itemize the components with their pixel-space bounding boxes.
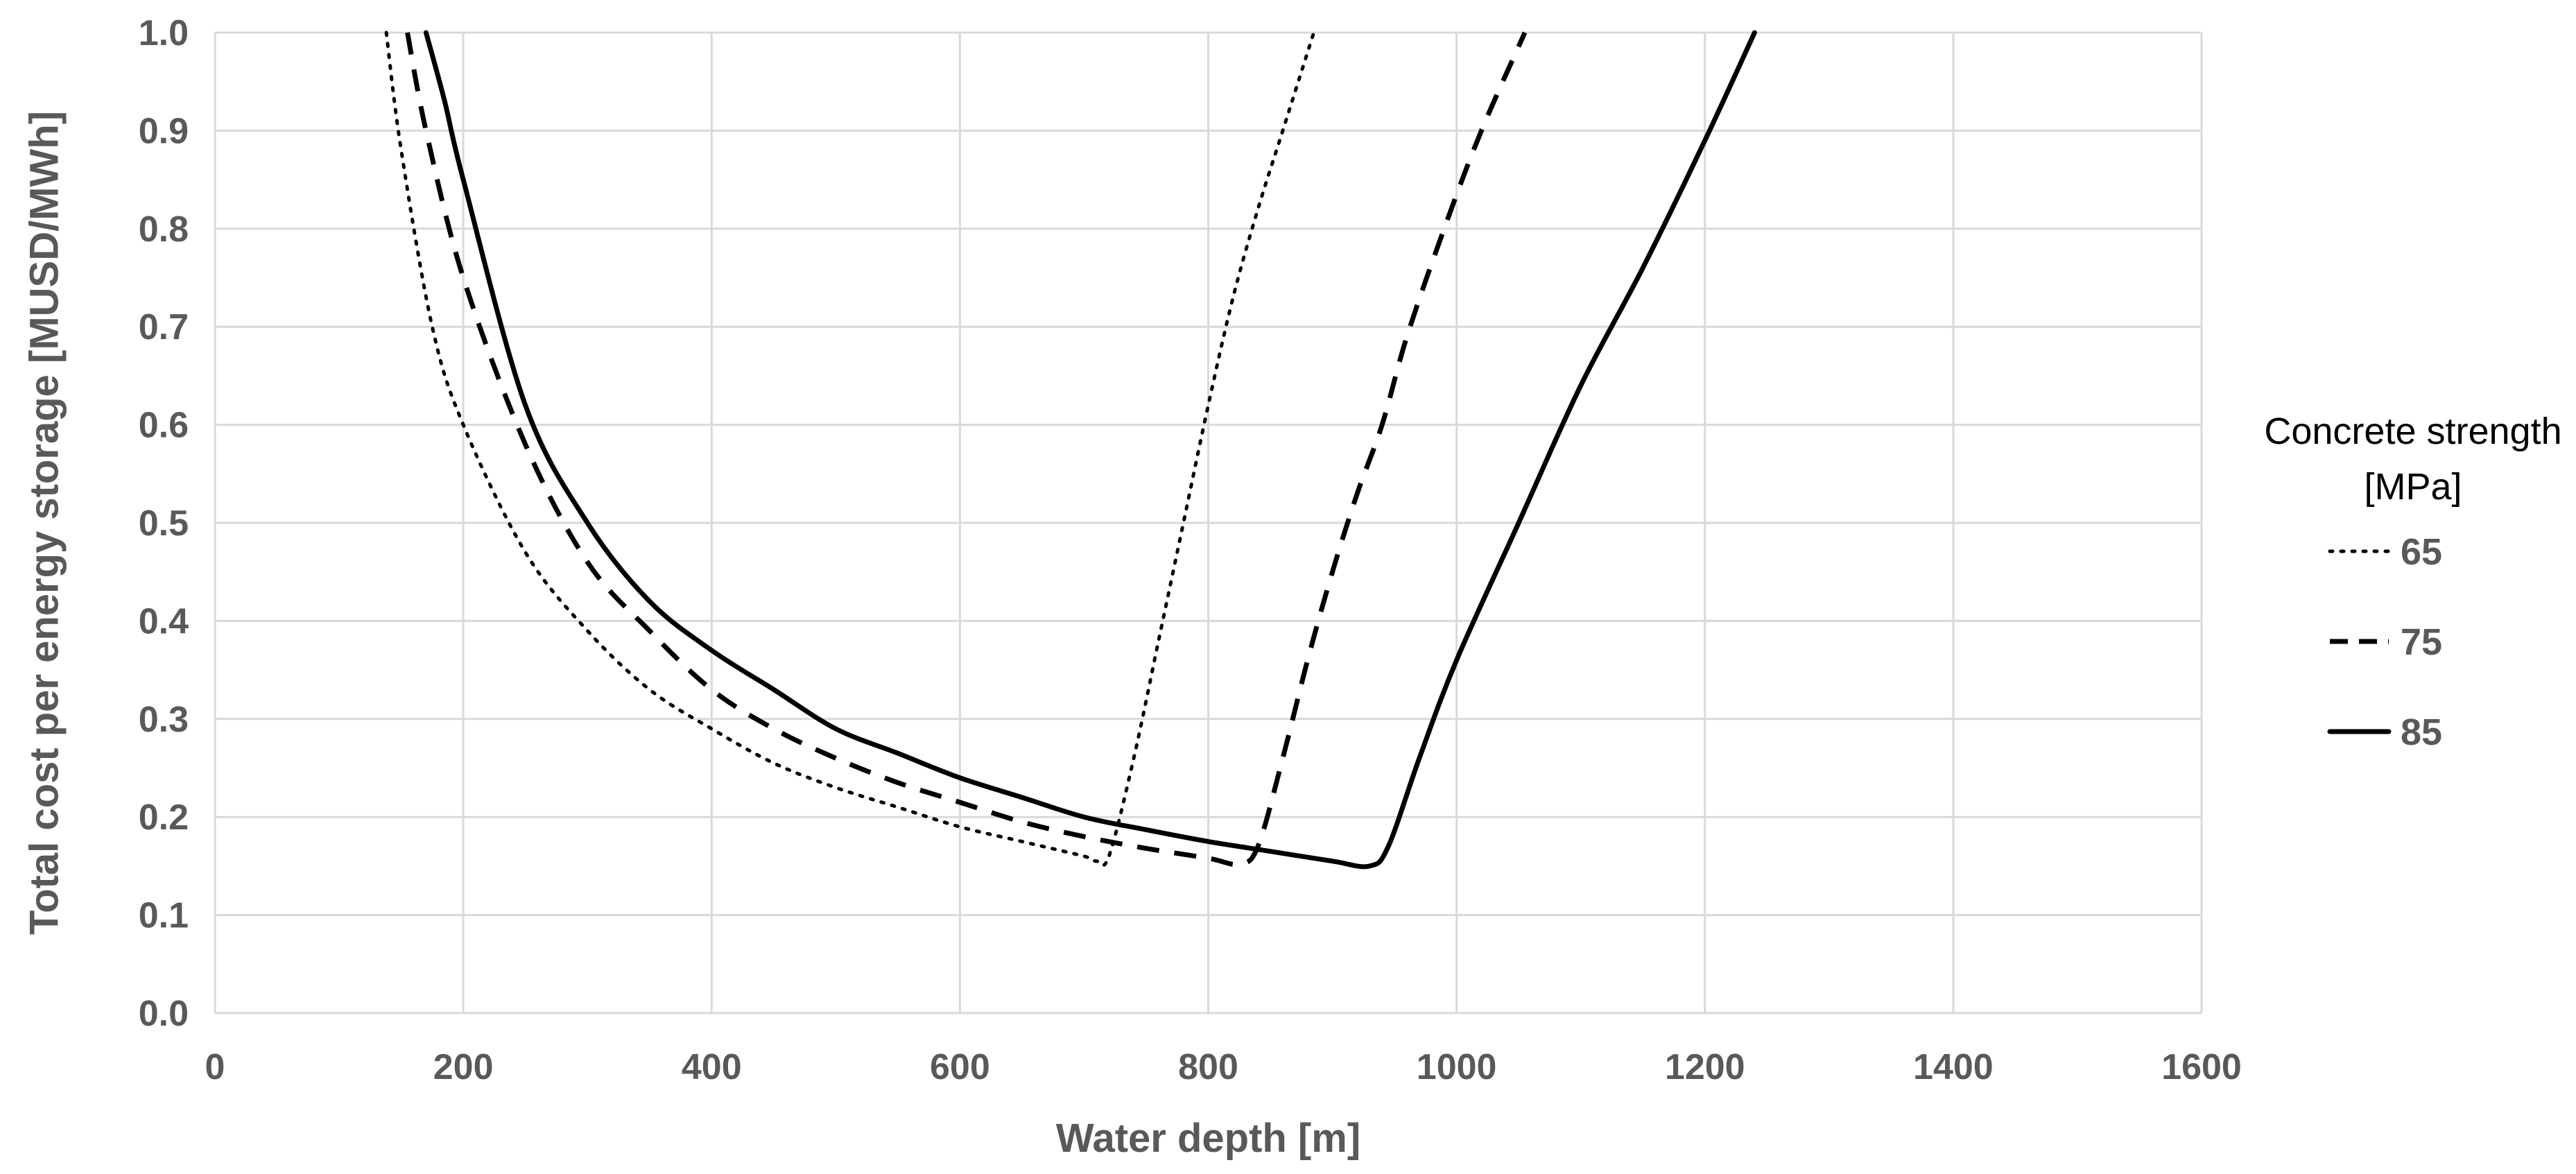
y-tick-label: 0.4: [139, 601, 189, 641]
y-tick-label: 0.3: [139, 700, 189, 740]
x-tick-label: 1600: [2161, 1047, 2242, 1087]
legend-label-75: 75: [2401, 621, 2442, 663]
x-tick-label: 400: [682, 1047, 742, 1087]
y-tick-label: 0.0: [139, 994, 189, 1034]
legend-title-line2: [MPa]: [2364, 466, 2462, 508]
axes: [214, 33, 2202, 1015]
y-tick-label: 0.5: [139, 503, 189, 544]
legend: Concrete strength [MPa] 65 75 85: [2264, 411, 2561, 753]
x-tick-label: 1000: [1417, 1047, 1497, 1087]
legend-title-line1: Concrete strength: [2264, 411, 2561, 452]
y-tick-label: 0.9: [139, 111, 189, 151]
x-tick-label: 1200: [1665, 1047, 1745, 1087]
legend-label-65: 65: [2401, 531, 2442, 573]
legend-entries: 65 75 85: [2327, 531, 2442, 753]
y-axis-title: Total cost per energy storage [MUSD/MWh]: [21, 111, 67, 935]
data-series: [384, 30, 1757, 870]
x-tick-label: 1400: [1913, 1047, 1994, 1087]
series-line-65: [384, 31, 1316, 867]
series-line-75: [405, 31, 1528, 867]
series-line-85: [423, 30, 1757, 870]
y-tick-label: 0.7: [139, 307, 189, 347]
x-tick-label: 600: [930, 1047, 990, 1087]
legend-label-85: 85: [2401, 711, 2442, 753]
x-tick-label: 0: [205, 1047, 225, 1087]
y-tick-label: 0.2: [139, 797, 189, 838]
x-tick-label: 800: [1178, 1047, 1238, 1087]
tick-labels: 0 200 400 600 800 1000 1200 1400 1600 0.0 0.1 0.2 0.…: [139, 13, 2242, 1087]
y-tick-label: 0.1: [139, 896, 189, 936]
y-tick-label: 1.0: [139, 13, 189, 53]
gridlines: [215, 31, 2203, 1013]
y-tick-label: 0.8: [139, 209, 189, 250]
x-axis-title: Water depth [m]: [1056, 1116, 1360, 1161]
x-tick-label: 200: [433, 1047, 494, 1087]
axis-titles: Water depth [m] Total cost per energy st…: [21, 111, 1360, 1161]
y-tick-label: 0.6: [139, 406, 189, 446]
